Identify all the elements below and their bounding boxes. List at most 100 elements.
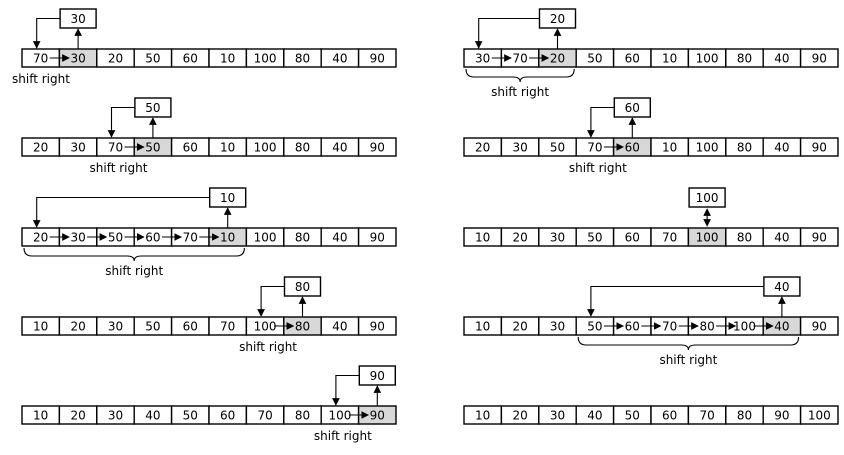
key-value: 40 bbox=[774, 280, 789, 294]
array-cell-value: 30 bbox=[550, 319, 565, 333]
array-cell-value: 100 bbox=[808, 408, 831, 422]
shift-right-label: shift right bbox=[314, 429, 372, 443]
array-cell-value: 30 bbox=[70, 51, 85, 65]
array-cell-value: 40 bbox=[332, 51, 347, 65]
insert-arrow bbox=[587, 106, 615, 138]
array-cell-value: 70 bbox=[662, 230, 677, 244]
step-3: 20 30 70 50 60 10 100 80 40 90 50 shift right bbox=[21, 97, 397, 175]
array-cell-value: 100 bbox=[254, 319, 277, 333]
array-cell-value: 60 bbox=[625, 230, 640, 244]
array-cell-value: 60 bbox=[183, 319, 198, 333]
array-cell-value: 80 bbox=[295, 230, 310, 244]
array-cell-value: 10 bbox=[475, 319, 490, 333]
array-cell-value: 80 bbox=[295, 319, 310, 333]
array-cell-value: 60 bbox=[220, 408, 235, 422]
shift-right-label: shift right bbox=[105, 264, 163, 278]
array-cell-value: 10 bbox=[33, 408, 48, 422]
step-4: 20 30 50 70 60 10 100 80 40 90 60 shift right bbox=[463, 97, 839, 175]
array-cell-value: 70 bbox=[257, 408, 272, 422]
array-cell-value: 10 bbox=[475, 408, 490, 422]
array-cell-value: 100 bbox=[254, 140, 277, 154]
step-8: 10 20 30 50 60 70 80 100 40 90 40 shift right bbox=[463, 276, 839, 367]
step-7: 10 20 30 50 60 70 100 80 40 90 80 shift right bbox=[21, 276, 397, 354]
array-cell-value: 90 bbox=[812, 230, 827, 244]
array-cell-value: 50 bbox=[145, 140, 160, 154]
array-cell-value: 40 bbox=[145, 408, 160, 422]
array-cell-value: 100 bbox=[696, 51, 719, 65]
array-cell-value: 80 bbox=[295, 408, 310, 422]
array-cell-value: 80 bbox=[737, 51, 752, 65]
shift-right-label: shift right bbox=[491, 85, 549, 99]
array-cell-value: 20 bbox=[475, 140, 490, 154]
array-cell-value: 60 bbox=[625, 140, 640, 154]
array-cell-value: 80 bbox=[295, 51, 310, 65]
array-cell-value: 90 bbox=[812, 51, 827, 65]
array-cell-value: 10 bbox=[33, 319, 48, 333]
array-cell-value: 100 bbox=[733, 319, 756, 333]
array-cell-value: 40 bbox=[774, 230, 789, 244]
array-cell-value: 30 bbox=[108, 319, 123, 333]
step-2: 30 70 20 50 60 10 100 80 40 90 20 shift right bbox=[463, 8, 839, 99]
array-cell-value: 20 bbox=[512, 408, 527, 422]
array-cell-value: 50 bbox=[145, 319, 160, 333]
array-cell-value: 20 bbox=[512, 230, 527, 244]
array-cell-value: 10 bbox=[220, 230, 235, 244]
array-cell-value: 20 bbox=[108, 51, 123, 65]
key-value: 30 bbox=[70, 12, 85, 26]
array-cell-value: 50 bbox=[625, 408, 640, 422]
array-cell-value: 90 bbox=[370, 408, 385, 422]
array-cell-value: 30 bbox=[550, 408, 565, 422]
insert-arrow bbox=[107, 106, 135, 138]
array-cell bbox=[357, 227, 397, 247]
array-cell-value: 80 bbox=[737, 408, 752, 422]
key-value: 80 bbox=[295, 280, 310, 294]
array-cell-value: 30 bbox=[550, 230, 565, 244]
array-cell-value: 60 bbox=[625, 51, 640, 65]
array-cell-value: 70 bbox=[587, 140, 602, 154]
array-cell-value: 40 bbox=[774, 51, 789, 65]
array-cell-value: 30 bbox=[70, 140, 85, 154]
array-cell bbox=[799, 316, 839, 336]
array-cell-value: 10 bbox=[220, 51, 235, 65]
insert-arrow bbox=[257, 285, 285, 317]
shift-right-label: shift right bbox=[239, 340, 297, 354]
array-cell-value: 40 bbox=[774, 319, 789, 333]
shift-brace bbox=[23, 247, 245, 262]
array-cell-value: 90 bbox=[370, 140, 385, 154]
array-cell-value: 100 bbox=[696, 230, 719, 244]
array-cell-value: 60 bbox=[662, 408, 677, 422]
step-6: 10 20 30 50 60 70 100 80 40 90 100 bbox=[463, 187, 839, 247]
shift-right-label: shift right bbox=[569, 161, 627, 175]
array-cell-value: 60 bbox=[145, 230, 160, 244]
array-cell-value: 50 bbox=[587, 51, 602, 65]
array-cell-value: 50 bbox=[550, 140, 565, 154]
array-cell bbox=[357, 48, 397, 68]
array-cell-value: 40 bbox=[332, 319, 347, 333]
array-cell-value: 50 bbox=[183, 408, 198, 422]
array-cell bbox=[357, 137, 397, 157]
array-cell-value: 30 bbox=[70, 230, 85, 244]
key-value: 90 bbox=[370, 369, 385, 383]
insert-arrow bbox=[474, 17, 540, 49]
steps-layer: 70 30 20 50 60 10 100 80 40 90 30 shift right 30 70 20… bbox=[12, 8, 839, 443]
key-value: 50 bbox=[145, 101, 160, 115]
array-cell bbox=[799, 405, 839, 425]
array-cell-value: 70 bbox=[108, 140, 123, 154]
array-cell-value: 80 bbox=[295, 140, 310, 154]
array-cell-value: 90 bbox=[774, 408, 789, 422]
array-cell-value: 20 bbox=[33, 230, 48, 244]
array-cell bbox=[799, 227, 839, 247]
key-value: 100 bbox=[696, 191, 719, 205]
key-box bbox=[688, 187, 726, 208]
array-cell-value: 90 bbox=[370, 230, 385, 244]
key-value: 10 bbox=[220, 191, 235, 205]
array-cell-value: 80 bbox=[737, 230, 752, 244]
array-cell-value: 10 bbox=[220, 140, 235, 154]
array-cell-value: 60 bbox=[183, 51, 198, 65]
array-cell-value: 40 bbox=[587, 408, 602, 422]
array-cell-value: 90 bbox=[370, 319, 385, 333]
step-5: 20 30 50 60 70 10 100 80 40 90 10 shift right bbox=[21, 187, 397, 278]
array-cell-value: 10 bbox=[475, 230, 490, 244]
array-cell-value: 100 bbox=[254, 51, 277, 65]
